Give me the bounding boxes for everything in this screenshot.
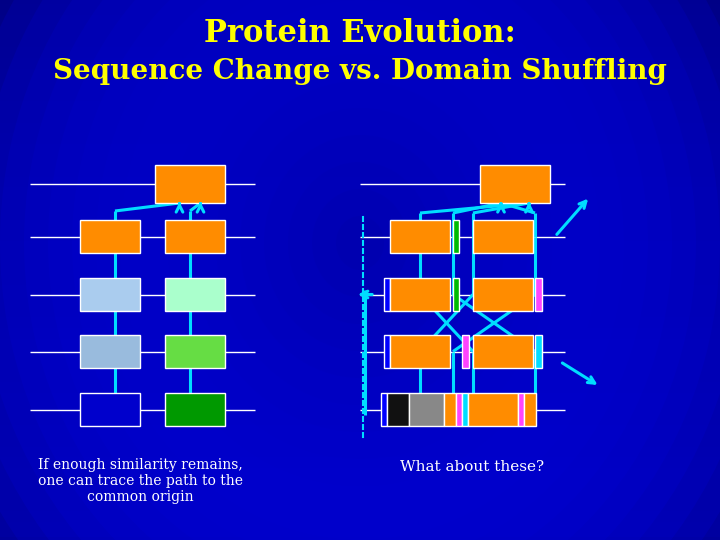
- Bar: [80, 393, 140, 426]
- Bar: [468, 393, 518, 426]
- Bar: [384, 278, 390, 311]
- Bar: [80, 220, 140, 253]
- Bar: [381, 393, 387, 426]
- Ellipse shape: [24, 0, 696, 540]
- Bar: [80, 278, 140, 311]
- Bar: [518, 393, 524, 426]
- Bar: [453, 220, 459, 253]
- Ellipse shape: [336, 216, 384, 270]
- Bar: [535, 278, 542, 311]
- Text: Protein Evolution:: Protein Evolution:: [204, 18, 516, 49]
- Bar: [462, 393, 468, 426]
- Ellipse shape: [120, 0, 600, 513]
- Text: If enough similarity remains,
one can trace the path to the
common origin: If enough similarity remains, one can tr…: [37, 458, 243, 504]
- Bar: [390, 278, 450, 311]
- Ellipse shape: [288, 162, 432, 324]
- Bar: [462, 335, 469, 368]
- Bar: [384, 335, 390, 368]
- Ellipse shape: [144, 0, 576, 486]
- Ellipse shape: [72, 0, 648, 540]
- Ellipse shape: [312, 189, 408, 297]
- Bar: [453, 278, 459, 311]
- Bar: [165, 393, 225, 426]
- Bar: [165, 220, 225, 253]
- Bar: [473, 335, 533, 368]
- Bar: [80, 335, 140, 368]
- Ellipse shape: [240, 108, 480, 378]
- Bar: [444, 393, 456, 426]
- Text: Sequence Change vs. Domain Shuffling: Sequence Change vs. Domain Shuffling: [53, 58, 667, 85]
- Bar: [456, 393, 462, 426]
- Bar: [387, 393, 409, 426]
- Bar: [165, 335, 225, 368]
- Ellipse shape: [264, 135, 456, 351]
- Bar: [535, 335, 542, 368]
- Ellipse shape: [192, 54, 528, 432]
- Bar: [473, 278, 533, 311]
- Text: What about these?: What about these?: [400, 460, 544, 474]
- Bar: [390, 335, 450, 368]
- Ellipse shape: [168, 27, 552, 459]
- Ellipse shape: [216, 81, 504, 405]
- Bar: [155, 165, 225, 203]
- Ellipse shape: [96, 0, 624, 540]
- Ellipse shape: [48, 0, 672, 540]
- Bar: [409, 393, 444, 426]
- Bar: [524, 393, 536, 426]
- Bar: [390, 220, 450, 253]
- Bar: [480, 165, 550, 203]
- Bar: [165, 278, 225, 311]
- Bar: [473, 220, 533, 253]
